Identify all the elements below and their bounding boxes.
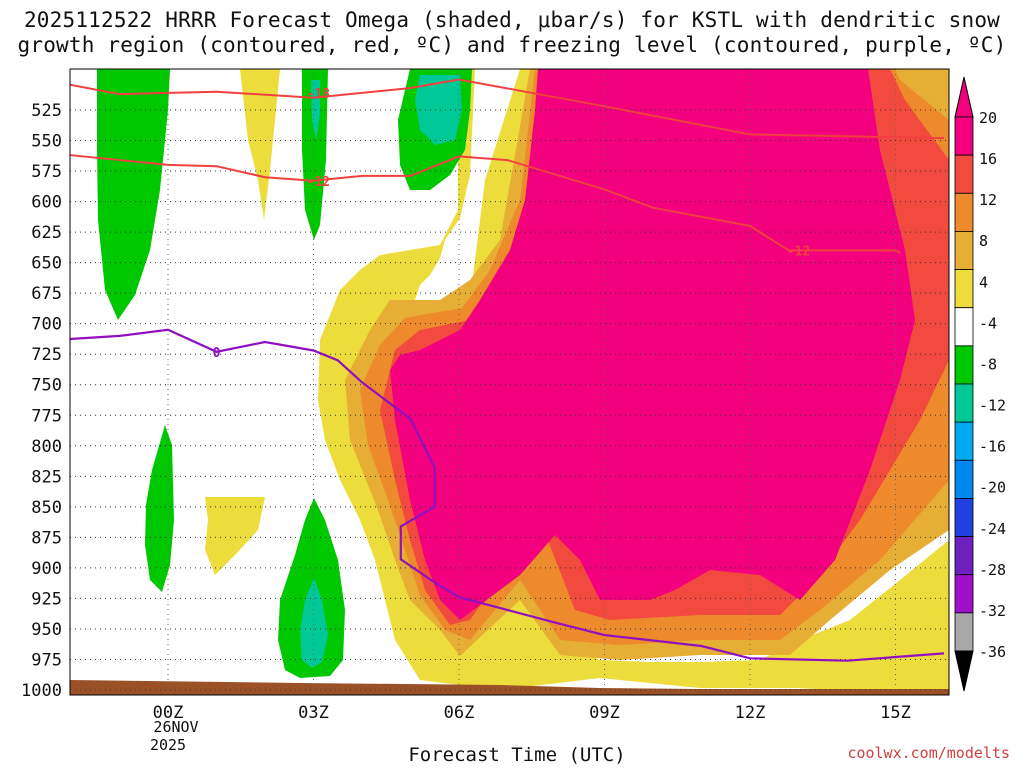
y-tick-label: 1000 <box>21 681 62 701</box>
colorbar-bin <box>954 612 974 652</box>
y-tick-label: 825 <box>31 467 62 487</box>
omega-region-neg-8-4-00z <box>145 425 174 592</box>
dgz-contour--12 <box>70 153 901 254</box>
colorbar-label: -12 <box>979 397 1006 415</box>
colorbar-bin <box>954 536 974 576</box>
x-tick-label: 00Z <box>153 703 184 723</box>
colorbar-label: -16 <box>979 438 1006 456</box>
x-date-label-line2: 2025 <box>150 736 186 754</box>
y-tick-label: 975 <box>31 650 62 670</box>
colorbar: 20 16 12 8 4 -4 -8 -12 -16 -20 -24 -28 -32 -36 <box>954 76 1006 692</box>
x-tick-label: 15Z <box>880 703 911 723</box>
y-tick-label: 725 <box>31 345 62 365</box>
colorbar-bin <box>954 383 974 423</box>
colorbar-label: 8 <box>979 232 988 250</box>
y-tick-label: 700 <box>31 315 62 335</box>
colorbar-label: -4 <box>979 314 997 332</box>
y-tick-label: 675 <box>31 284 62 304</box>
y-tick-label: 950 <box>31 620 62 640</box>
y-tick-label: 900 <box>31 559 62 579</box>
colorbar-bin <box>954 345 974 385</box>
y-tick-label: 850 <box>31 498 62 518</box>
omega-region-neg-8-4-03z-upper <box>302 69 328 240</box>
y-tick-label: 925 <box>31 589 62 609</box>
y-tick-label: 800 <box>31 437 62 457</box>
colorbar-label: -32 <box>979 602 1006 620</box>
freezing-level-contour <box>70 328 945 662</box>
y-tick-label: 775 <box>31 406 62 426</box>
contour-label: 0 <box>213 346 221 361</box>
plot-frame <box>69 68 950 696</box>
omega-shading <box>70 69 949 695</box>
y-tick-label: 600 <box>31 193 62 213</box>
omega-region-4-8-upper-00z <box>240 69 280 220</box>
terrain <box>70 680 949 695</box>
colorbar-bin <box>954 116 974 156</box>
colorbar-label: 12 <box>979 191 997 209</box>
colorbar-label: -24 <box>979 520 1006 538</box>
omega-region-neg-12-8-06z <box>415 75 462 145</box>
y-tick-label: 750 <box>31 376 62 396</box>
y-tick-label: 650 <box>31 254 62 274</box>
dgz-contour--18 <box>70 78 945 140</box>
omega-region-neg-12-8-03z-lower <box>300 578 328 668</box>
x-tick-label: 12Z <box>735 703 766 723</box>
contour-label: -18 <box>307 87 331 102</box>
contour-label: -12 <box>787 244 810 259</box>
colorbar-bin <box>954 192 974 232</box>
colorbar-bin <box>954 231 974 270</box>
colorbar-label: 16 <box>979 150 997 168</box>
colorbar-label: -28 <box>979 561 1006 579</box>
contours: -18 -12 -12 0 <box>70 78 945 662</box>
colorbar-bin <box>954 574 974 614</box>
colorbar-bin <box>954 154 974 194</box>
colorbar-label: -8 <box>979 355 997 373</box>
colorbar-overflow-top <box>954 76 974 118</box>
colorbar-bin <box>954 421 974 461</box>
colorbar-overflow-bottom <box>954 650 974 692</box>
y-tick-label: 550 <box>31 132 62 152</box>
colorbar-bin <box>954 498 974 537</box>
x-tick-label: 09Z <box>589 703 620 723</box>
y-tick-label: 625 <box>31 223 62 243</box>
colorbar-label: 20 <box>979 109 997 127</box>
colorbar-bin <box>954 269 974 309</box>
colorbar-label: -36 <box>979 643 1006 661</box>
omega-region-4-8 <box>318 69 949 695</box>
colorbar-label: -20 <box>979 479 1006 497</box>
y-tick-label: 525 <box>31 101 62 121</box>
x-axis-label: Forecast Time (UTC) <box>408 744 626 766</box>
colorbar-bin <box>954 307 974 347</box>
colorbar-bin <box>954 459 974 499</box>
omega-region-16-20 <box>390 69 915 620</box>
x-date-label-line1: 26NOV <box>153 718 198 736</box>
y-tick-label: 575 <box>31 162 62 182</box>
colorbar-label: 4 <box>979 273 988 291</box>
omega-region-4-8-mid-00z <box>205 497 265 575</box>
source-credit: coolwx.com/modelts <box>847 744 1010 762</box>
chart-title-line1: 2025112522 HRRR Forecast Omega (shaded, … <box>23 8 1001 32</box>
x-axis: 00Z 03Z 06Z 09Z 12Z 15Z <box>153 703 911 723</box>
x-tick-label: 03Z <box>298 703 329 723</box>
omega-region-neg-8-4-west <box>97 69 170 320</box>
y-tick-label: 875 <box>31 528 62 548</box>
chart-title-line2: growth region (contoured, red, ºC) and f… <box>17 33 1007 57</box>
x-tick-label: 06Z <box>444 703 475 723</box>
contour-label: -12 <box>307 175 330 190</box>
y-axis: 525 550 575 600 625 650 675 700 725 750 775 800 825 8… <box>21 101 62 701</box>
